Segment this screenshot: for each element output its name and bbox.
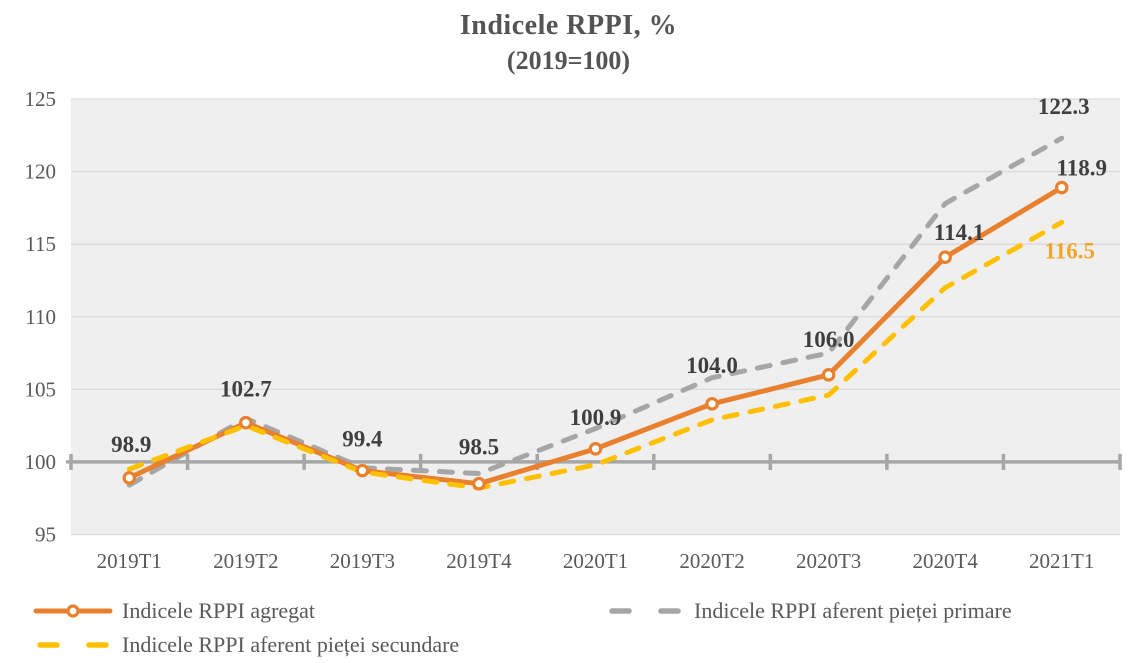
data-point-marker: [588, 442, 603, 456]
y-axis-label: 100: [25, 450, 57, 474]
legend-item-agregat: Indicele RPPI agregat: [33, 598, 315, 624]
y-axis-label: 105: [25, 377, 57, 401]
legend-label-secundare: Indicele RPPI aferent pieței secundare: [122, 632, 460, 657]
x-axis-label: 2020T1: [563, 549, 628, 573]
data-label: 106.0: [803, 327, 855, 352]
data-label: 118.9: [1056, 156, 1106, 181]
x-axis-label: 2020T2: [679, 549, 744, 573]
y-axis-label: 110: [25, 305, 56, 329]
legend-item-secundare: Indicele RPPI aferent pieței secundare: [33, 632, 459, 658]
data-label: 98.9: [111, 432, 151, 457]
data-point-marker: [705, 397, 719, 411]
data-point-marker: [938, 250, 952, 265]
x-axis-label: 2020T3: [796, 549, 861, 573]
legend-swatch-agregat-icon: [33, 604, 113, 618]
data-label: 98.5: [459, 435, 499, 460]
legend-label-primare: Indicele RPPI aferent pieței primare: [694, 598, 1012, 623]
legend-item-primare: Indicele RPPI aferent pieței primare: [605, 598, 1012, 624]
legend-swatch-primare-icon: [609, 608, 681, 614]
data-label: 122.3: [1038, 94, 1090, 119]
plot-area: 95 100 105 110 115 120 125 2019T1 2019T2 2019T3 20…: [25, 87, 1122, 573]
y-axis-label: 125: [25, 87, 57, 111]
x-axis-label: 2019T3: [330, 549, 395, 573]
y-axis-label: 120: [25, 160, 57, 184]
data-point-marker: [821, 368, 836, 382]
x-axis-label: 2019T1: [97, 549, 162, 573]
legend-swatch-secundare-icon: [37, 642, 109, 648]
x-axis-label: 2019T4: [446, 549, 512, 573]
data-point-marker: [472, 476, 486, 491]
data-label: 104.0: [686, 353, 738, 378]
data-label: 102.7: [220, 377, 272, 402]
data-label: 100.9: [570, 405, 622, 430]
data-point-marker: [355, 463, 370, 478]
data-point-marker: [1054, 180, 1069, 195]
chart-title: Indicele RPPI, %: [459, 10, 678, 41]
legend-label-agregat: Indicele RPPI agregat: [122, 598, 316, 623]
y-axis-label: 115: [25, 232, 56, 256]
series-line-2: [126, 219, 1065, 491]
y-axis-label: 95: [35, 523, 56, 547]
series-line-1: [126, 135, 1065, 488]
data-label: 99.4: [342, 427, 383, 452]
data-point-marker: [239, 415, 253, 430]
data-label: 114.1: [934, 220, 984, 245]
data-point-marker: [122, 471, 137, 485]
data-label: 116.5: [1044, 238, 1094, 263]
x-axis-label: 2020T4: [913, 549, 979, 573]
x-axis-label: 2021T1: [1029, 549, 1094, 573]
chart-subtitle: (2019=100): [506, 46, 631, 75]
x-axis-label: 2019T2: [213, 549, 278, 573]
